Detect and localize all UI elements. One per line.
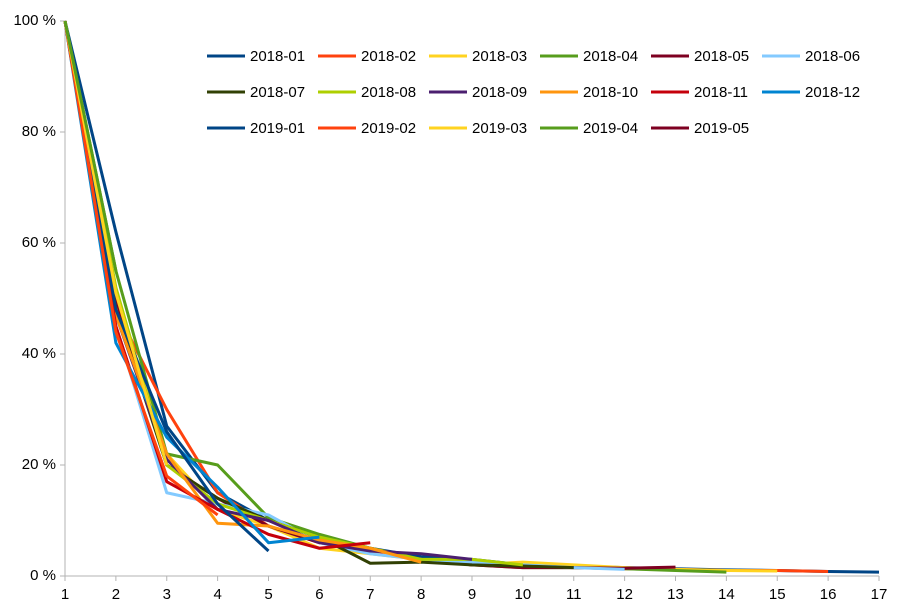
- legend-label: 2019-01: [250, 120, 305, 137]
- data-line: [63, 20, 574, 570]
- x-tick-label: 1: [61, 586, 69, 603]
- data-line: [63, 20, 778, 573]
- legend-label: 2018-02: [361, 48, 416, 65]
- legend-label: 2018-06: [805, 48, 860, 65]
- legend-label: 2018-04: [583, 48, 638, 65]
- x-tick-label: 16: [820, 586, 837, 603]
- data-line: [63, 20, 270, 553]
- x-tick-label: 17: [871, 586, 888, 603]
- legend-label: 2018-05: [694, 48, 749, 65]
- y-tick-label: 40 %: [22, 345, 56, 362]
- x-tick-label: 2: [112, 586, 120, 603]
- legend-label: 2018-03: [472, 48, 527, 65]
- legend-label: 2018-11: [694, 84, 748, 101]
- x-tick-label: 15: [769, 586, 786, 603]
- legend-label: 2018-08: [361, 84, 416, 101]
- x-tick-label: 9: [468, 586, 476, 603]
- data-line: [63, 20, 676, 570]
- legend-label: 2018-01: [250, 48, 305, 65]
- y-tick-label: 20 %: [22, 456, 56, 473]
- y-tick-label: 100 %: [13, 12, 56, 29]
- legend-label: 2019-02: [361, 120, 416, 137]
- x-tick-label: 3: [163, 586, 171, 603]
- x-tick-label: 8: [417, 586, 425, 603]
- y-tick-label: 80 %: [22, 123, 56, 140]
- data-line: [63, 20, 625, 571]
- legend-label: 2018-09: [472, 84, 527, 101]
- legend-label: 2018-07: [250, 84, 305, 101]
- legend-label: 2019-03: [472, 120, 527, 137]
- x-tick-label: 12: [616, 586, 633, 603]
- data-line: [63, 20, 118, 272]
- data-line: [63, 20, 880, 574]
- x-tick-label: 7: [366, 586, 374, 603]
- legend-label: 2018-12: [805, 84, 860, 101]
- legend-label: 2018-10: [583, 84, 638, 101]
- legend-label: 2019-05: [694, 120, 749, 137]
- data-line: [63, 20, 524, 567]
- data-line: [63, 20, 473, 561]
- x-tick-label: 10: [515, 586, 532, 603]
- data-line: [63, 20, 422, 564]
- x-tick-label: 5: [264, 586, 272, 603]
- legend-label: 2019-04: [583, 120, 638, 137]
- x-tick-label: 6: [315, 586, 323, 603]
- x-tick-label: 11: [566, 586, 582, 603]
- data-line: [63, 20, 219, 517]
- x-tick-label: 13: [667, 586, 684, 603]
- x-tick-label: 14: [718, 586, 735, 603]
- x-tick-label: 4: [213, 586, 221, 603]
- y-tick-label: 0 %: [30, 567, 56, 584]
- y-tick-label: 60 %: [22, 234, 56, 251]
